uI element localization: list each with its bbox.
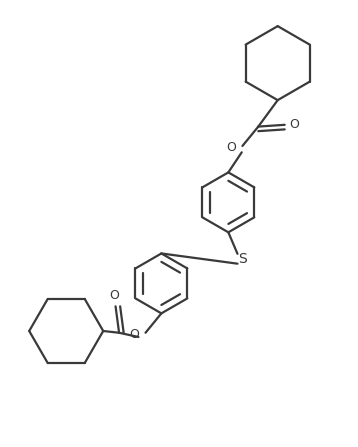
- Text: O: O: [129, 328, 139, 341]
- Text: S: S: [238, 252, 247, 266]
- Text: O: O: [289, 118, 299, 131]
- Text: O: O: [226, 141, 236, 154]
- Text: O: O: [109, 289, 119, 302]
